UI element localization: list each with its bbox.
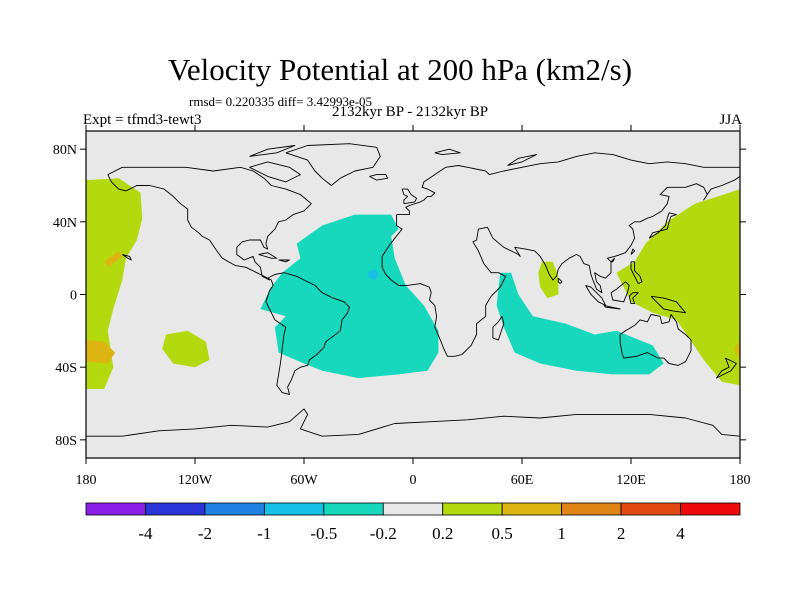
colorbar-label: -4	[138, 524, 153, 543]
coastline-philippines	[630, 261, 643, 285]
colorbar-swatch	[382, 502, 444, 516]
season-label: JJA	[719, 112, 742, 128]
colorbar-swatch	[323, 502, 384, 516]
colorbar-label: -0.2	[370, 524, 397, 543]
colorbar-swatch	[442, 502, 503, 516]
colorbar-swatch	[680, 502, 741, 516]
coastline-new-zealand	[715, 357, 737, 379]
colorbar-label: -1	[257, 524, 271, 543]
lat-tick-label: 80N	[53, 143, 77, 158]
colorbar-label: 4	[676, 524, 685, 543]
map-title: Velocity Potential at 200 hPa (km2/s)	[167, 52, 633, 87]
coastline-antarctica	[86, 408, 740, 437]
coastline-borneo	[610, 281, 630, 303]
coastline-japan	[648, 212, 677, 239]
contour-region-positive	[616, 189, 740, 386]
coastline-taiwan	[630, 248, 636, 255]
contour-fill-layer	[86, 178, 740, 389]
coastline-australia	[619, 314, 692, 366]
coastline-south-america	[265, 272, 350, 395]
lon-tick-label: 180	[76, 473, 97, 488]
colorbar-label: 0.2	[432, 524, 453, 543]
contour-region-positive	[86, 178, 143, 389]
lat-tick-label: 40S	[55, 361, 77, 376]
contour-region-negative	[260, 214, 439, 379]
colorbar-swatch	[204, 502, 265, 516]
colorbar-label: 1	[557, 524, 566, 543]
stats-text: rmsd= 0.220335 diff= 3.42993e-05	[189, 94, 373, 109]
colorbar: -4 -2 -1 -0.5 -0.2 0.2 0.5 1 2 4	[85, 502, 741, 543]
colorbar-swatch	[145, 502, 206, 516]
lat-tick-label: 0	[70, 289, 77, 304]
contour-region-positive_strong	[734, 339, 740, 360]
lon-tick-label: 0	[410, 473, 417, 488]
colorbar-swatch	[263, 502, 325, 516]
lat-tick-label: 40N	[53, 216, 77, 231]
coastline-eurasia-africa	[381, 152, 740, 357]
coastline-baffin-island	[249, 161, 301, 183]
coastline-sulawesi	[628, 292, 639, 305]
contour-region-negative	[496, 272, 664, 375]
coastline-madagascar	[492, 316, 505, 341]
colorbar-label: 0.5	[492, 524, 513, 543]
coastline-hawaii	[122, 254, 132, 261]
coastline-ellesmere-island	[249, 145, 296, 157]
coastline-hainan	[610, 257, 616, 263]
colorbar-label: 2	[617, 524, 626, 543]
coastline-greenland	[285, 143, 381, 186]
colorbar-label: -2	[198, 524, 212, 543]
lon-tick-label: 60E	[511, 473, 534, 488]
coastline-cuba	[258, 252, 278, 259]
colorbar-swatch	[561, 502, 622, 516]
period-text: 2132kyr BP - 2132kyr BP	[331, 104, 489, 120]
coastline-new-guinea	[650, 295, 686, 314]
axis-ticks: 80N 40N 0 40S 80S 180 120W 60W 0 60E 120E 180	[53, 125, 751, 488]
coastline-great-britain	[401, 188, 418, 205]
lat-tick-label: 80S	[55, 434, 77, 449]
coastline-hispaniola	[278, 259, 290, 263]
contour-region-positive_strong	[86, 339, 116, 364]
coastline-north-america	[107, 166, 312, 281]
lon-tick-label: 120W	[178, 473, 213, 488]
coastline-iceland	[369, 174, 389, 181]
coastline-svalbard	[434, 148, 461, 156]
contour-region-positive_strong	[104, 250, 123, 268]
contour-region-negative_strong	[367, 269, 379, 280]
experiment-label: Expt = tfmd3-tewt3	[83, 112, 202, 128]
lon-tick-label: 60W	[290, 473, 318, 488]
coastline-java	[603, 304, 621, 310]
contour-region-positive	[162, 330, 210, 368]
contour-region-positive	[538, 261, 559, 299]
coastline-novaya-zemlya	[507, 154, 537, 166]
lon-tick-label: 180	[730, 473, 751, 488]
colorbar-swatch	[85, 502, 146, 516]
colorbar-swatch	[501, 502, 563, 516]
colorbar-swatch	[620, 502, 681, 516]
lon-tick-label: 120E	[616, 473, 646, 488]
colorbar-label: -0.5	[310, 524, 337, 543]
coastline-layer	[86, 143, 740, 437]
coastline-sri-lanka	[557, 277, 563, 285]
